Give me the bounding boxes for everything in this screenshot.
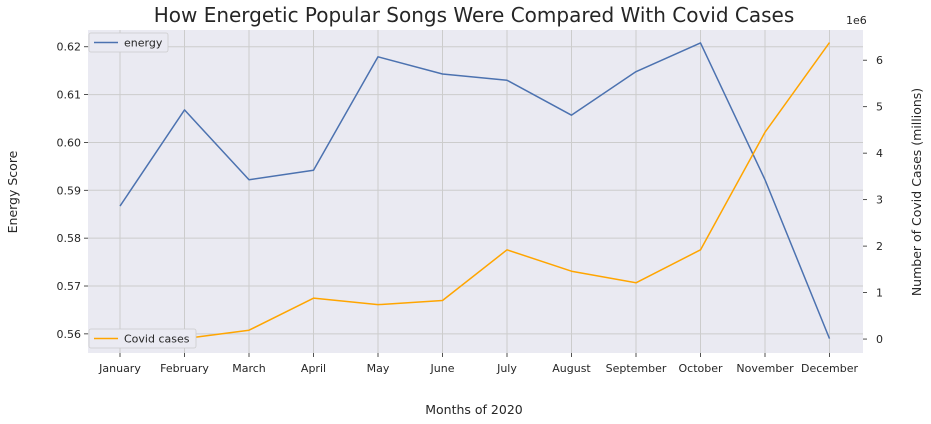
x-tick-label: July (496, 362, 517, 375)
left-tick-label: 0.57 (57, 280, 82, 293)
series (119, 42, 831, 340)
right-tick-label: 2 (876, 240, 883, 253)
right-tick-label: 0 (876, 333, 883, 346)
x-tick-label: March (232, 362, 266, 375)
right-axis-offset-label: 1e6 (846, 14, 867, 27)
right-tick-label: 4 (876, 147, 883, 160)
x-tick-label: May (367, 362, 390, 375)
grid (88, 30, 863, 353)
x-axis: January February March April May June July Augu… (98, 353, 858, 375)
chart-title: How Energetic Popular Songs Were Compare… (154, 3, 795, 27)
legend-energy: energy (88, 32, 169, 53)
plot-area (88, 30, 863, 353)
left-tick-label: 0.60 (57, 136, 82, 149)
right-tick-label: 5 (876, 101, 883, 114)
right-y-axis-title: Number of Covid Cases (millions) (909, 88, 924, 296)
x-tick-label: June (430, 362, 455, 375)
right-tick-label: 1 (876, 287, 883, 300)
left-tick-label: 0.61 (57, 89, 82, 102)
right-y-axis: 0 1 2 3 4 5 6 (863, 54, 883, 346)
legend-covid-label: Covid cases (124, 333, 190, 346)
left-tick-label: 0.62 (57, 41, 82, 54)
x-tick-label: January (98, 362, 141, 375)
x-tick-label: February (160, 362, 209, 375)
left-tick-label: 0.56 (57, 328, 82, 341)
x-tick-label: September (606, 362, 667, 375)
x-tick-label: December (801, 362, 859, 375)
legend-covid-box (88, 328, 197, 349)
right-tick-label: 6 (876, 54, 883, 67)
x-tick-label: August (552, 362, 591, 375)
x-tick-label: October (678, 362, 722, 375)
left-tick-label: 0.59 (57, 184, 82, 197)
legend-energy-label: energy (124, 37, 163, 50)
series-line-covid-cases (119, 42, 831, 340)
legend-energy-box (88, 32, 169, 53)
left-y-axis: 0.56 0.57 0.58 0.59 0.60 0.61 0.62 (57, 41, 88, 341)
left-tick-label: 0.58 (57, 232, 82, 245)
legend-covid: Covid cases (88, 328, 197, 349)
right-tick-label: 3 (876, 194, 883, 207)
left-y-axis-title: Energy Score (5, 150, 20, 233)
x-axis-title: Months of 2020 (425, 402, 523, 417)
x-tick-label: November (736, 362, 794, 375)
x-tick-label: April (301, 362, 326, 375)
series-line-energy (119, 42, 831, 339)
